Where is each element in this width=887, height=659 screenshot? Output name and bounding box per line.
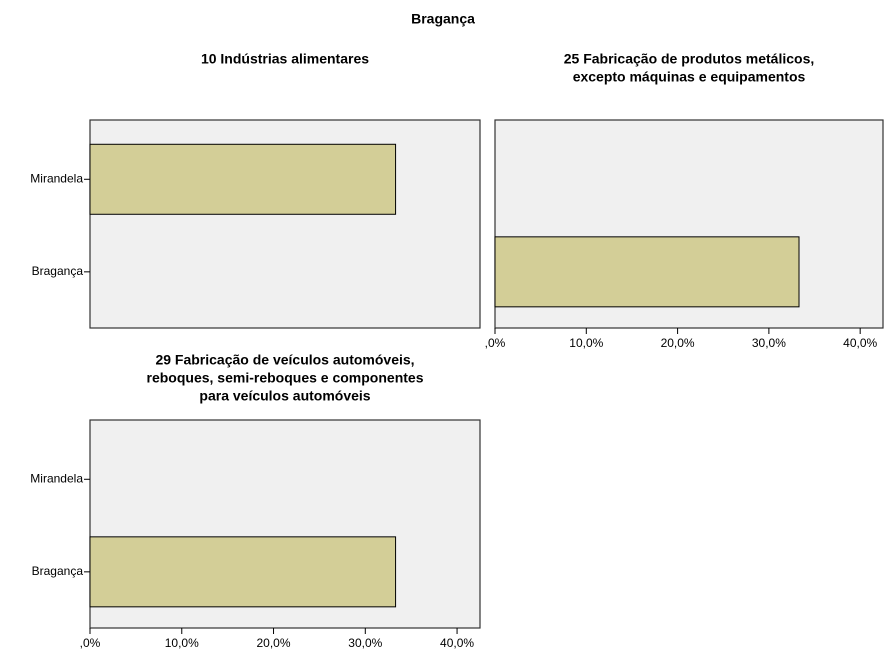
bar [89,536,397,608]
x-tick-label: 10,0% [569,336,603,350]
x-tick-label: ,0% [80,636,101,650]
bar [89,143,397,215]
y-tick-label: Mirandela [30,471,83,485]
x-tick-label: 40,0% [843,336,877,350]
x-tick-label: 30,0% [348,636,382,650]
x-tick-label: 10,0% [165,636,199,650]
x-tick-label: 40,0% [440,636,474,650]
y-tick-label: Bragança [32,264,84,278]
panel-title: excepto máquinas e equipamentos [573,69,806,85]
panel-title: 25 Fabricação de produtos metálicos, [564,51,815,67]
panel-title: 10 Indústrias alimentares [201,51,369,67]
main-title: Bragança [411,11,475,27]
bar [494,236,800,308]
panel-title: 29 Fabricação de veículos automóveis, [155,352,414,368]
y-tick-label: Bragança [32,564,84,578]
x-tick-label: 20,0% [661,336,695,350]
panel-title: reboques, semi-reboques e componentes [147,370,424,386]
x-tick-label: 20,0% [257,636,291,650]
x-tick-label: ,0% [485,336,506,350]
y-tick-label: Mirandela [30,171,83,185]
x-tick-label: 30,0% [752,336,786,350]
panel-title: para veículos automóveis [199,388,370,404]
